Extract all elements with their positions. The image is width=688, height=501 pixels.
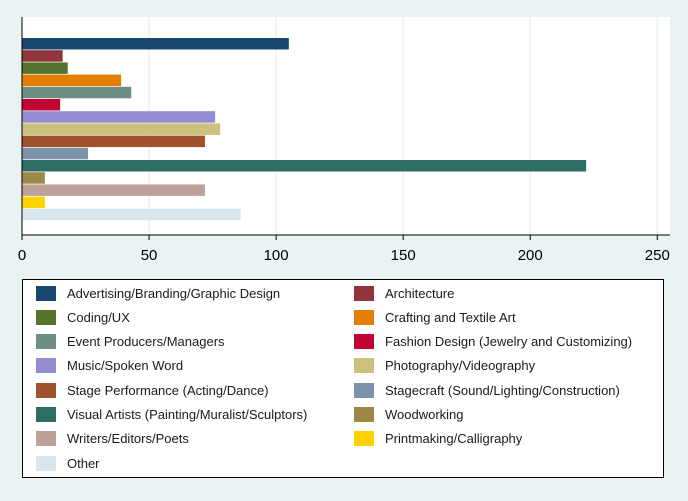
legend-item: Stage Performance (Acting/Dance) [36,380,269,400]
legend-item: Advertising/Branding/Graphic Design [36,283,280,303]
bar [22,74,122,87]
legend-swatch [36,455,56,471]
bar [22,62,68,74]
legend-label: Advertising/Branding/Graphic Design [67,285,281,301]
legend-swatch [354,382,374,398]
x-tick-label: 50 [141,247,158,264]
legend-swatch [354,285,374,301]
bar [22,196,45,209]
bars [22,38,587,221]
bar [22,172,45,184]
legend-label: Photography/Videography [385,358,536,374]
bar [22,184,205,196]
legend-label: Music/Spoken Word [67,358,184,374]
legend-item: Stagecraft (Sound/Lighting/Construction) [354,380,620,400]
bar [22,123,221,135]
legend-label: Coding/UX [67,309,130,325]
legend-swatch [354,309,374,325]
legend-swatch [354,407,374,422]
x-tick-label: 250 [645,247,670,264]
legend-item: Woodworking [354,405,464,425]
legend-item: Music/Spoken Word [36,356,183,376]
legend-swatch [354,334,374,350]
legend-swatch [354,358,374,374]
x-tick-label: 150 [391,247,416,264]
gridlines [148,17,659,235]
bar [22,38,289,50]
x-tick-label: 0 [18,247,26,264]
legend-swatch [36,358,56,374]
bar [22,135,205,148]
legend-label: Architecture [385,285,455,301]
legend-swatch [354,431,374,447]
legend-label: Fashion Design (Jewelry and Customizing) [385,334,633,350]
bar [22,99,61,111]
legend-label: Woodworking [385,407,464,422]
bar [22,147,89,160]
legend-item: Architecture [354,283,454,303]
bar [22,50,63,62]
legend-item: Writers/Editors/Poets [36,429,189,449]
legend-swatch [36,309,56,325]
legend: Advertising/Branding/Graphic Design Archi… [22,279,664,478]
bar [22,208,241,221]
bar-chart-plot: 0 50 100 150 200 250 [18,17,670,264]
x-tick-label: 100 [264,247,289,264]
legend-label: Visual Artists (Painting/Muralist/Sculpt… [67,407,308,422]
legend-item: Fashion Design (Jewelry and Customizing) [354,332,632,352]
legend-label: Other [67,455,100,471]
legend-label: Stagecraft (Sound/Lighting/Construction) [385,382,620,398]
legend-item: Other [36,453,100,473]
legend-swatch [36,382,56,398]
legend-item: Crafting and Textile Art [354,307,516,327]
legend-label: Printmaking/Calligraphy [385,431,523,447]
x-axis-ticks: 0 50 100 150 200 250 [18,235,670,264]
legend-item: Printmaking/Calligraphy [354,429,522,449]
legend-label: Event Producers/Managers [67,334,225,350]
legend-item: Photography/Videography [354,356,535,376]
legend-label: Stage Performance (Acting/Dance) [67,382,269,398]
legend-item: Coding/UX [36,307,130,327]
legend-swatch [36,334,56,350]
x-tick-label: 200 [518,247,543,264]
legend-swatch [36,431,56,447]
legend-item: Event Producers/Managers [36,332,225,352]
legend-item: Visual Artists (Painting/Muralist/Sculpt… [36,405,307,425]
bar [22,86,132,99]
legend-swatch [36,285,56,301]
legend-swatch [36,407,56,422]
legend-label: Crafting and Textile Art [385,309,516,325]
bar [22,111,216,123]
legend-label: Writers/Editors/Poets [67,431,189,447]
bar [22,160,587,172]
